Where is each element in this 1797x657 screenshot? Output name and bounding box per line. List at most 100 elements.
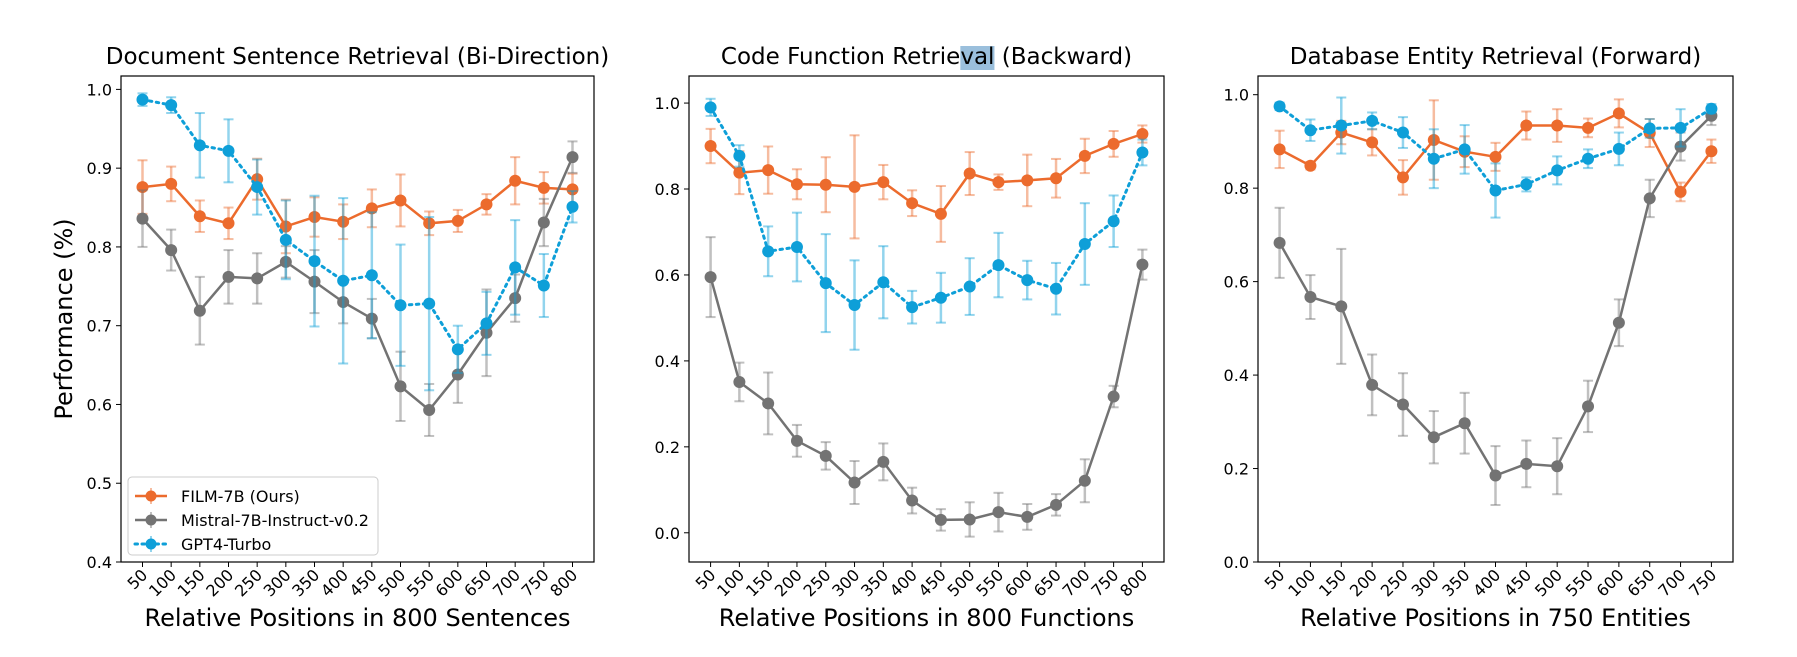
x-tick-label: 400: [1469, 565, 1504, 600]
series-line: [709, 132, 1143, 216]
x-tick-label: 350: [857, 565, 892, 600]
data-point: [1551, 460, 1564, 473]
data-point: [790, 178, 803, 191]
x-tick-label: 250: [231, 565, 266, 600]
y-tick-label: 0.9: [87, 159, 112, 178]
data-point: [1643, 122, 1656, 135]
y-tick-label: 0.2: [1224, 460, 1249, 479]
legend-item: FILM-7B (Ours): [135, 487, 300, 506]
data-point: [1107, 137, 1120, 150]
x-tick-label: 150: [1315, 565, 1350, 600]
x-tick-label: 750: [1087, 565, 1122, 600]
data-point: [1136, 146, 1149, 159]
y-tick-label: 0.6: [87, 395, 112, 414]
series-line: [709, 105, 1144, 309]
x-tick-label: 600: [1001, 565, 1036, 600]
legend-marker: [145, 514, 157, 526]
data-point: [509, 292, 522, 305]
y-tick-label: 0.5: [87, 474, 112, 493]
data-point: [819, 277, 832, 290]
series-line: [142, 176, 573, 228]
data-point: [1396, 126, 1409, 139]
data-point: [1582, 121, 1595, 134]
y-tick-label: 0.6: [655, 266, 680, 285]
data-point: [308, 275, 321, 288]
x-tick-label: 100: [713, 565, 748, 600]
data-point: [337, 274, 350, 287]
data-point: [790, 241, 803, 254]
data-point: [251, 272, 264, 285]
x-tick-label: 200: [1346, 565, 1381, 600]
data-point: [934, 513, 947, 526]
data-point: [1273, 143, 1286, 156]
x-tick-label: 250: [1377, 565, 1412, 600]
data-point: [1551, 164, 1564, 177]
data-point: [279, 220, 292, 233]
x-tick-label: 300: [828, 565, 863, 600]
y-tick-label: 0.8: [1224, 179, 1249, 198]
series-gpt4-turbo: [136, 92, 579, 392]
data-point: [394, 380, 407, 393]
data-point: [762, 245, 775, 258]
y-tick-label: 0.8: [655, 180, 680, 199]
data-point: [906, 301, 919, 314]
x-tick-label: 700: [1654, 565, 1689, 600]
x-tick-label: 350: [1438, 565, 1473, 600]
x-tick-label: 700: [1059, 565, 1094, 600]
y-tick-label: 0.4: [1224, 366, 1249, 385]
data-point: [423, 217, 436, 230]
subplot-3: Database Entity Retrieval (Forward) 0.0 0.…: [1224, 44, 1734, 632]
x-tick-label: 100: [1284, 565, 1319, 600]
data-point: [1612, 107, 1625, 120]
data-point: [963, 167, 976, 180]
data-point: [251, 181, 264, 194]
axes-frame: [688, 75, 1165, 563]
data-point: [308, 210, 321, 223]
y-tick-label: 0.8: [87, 238, 112, 257]
data-point: [1304, 159, 1317, 172]
legend-label: GPT4-Turbo: [181, 535, 271, 554]
x-tick-label: 300: [260, 565, 295, 600]
subplot-title: Document Sentence Retrieval (Bi-Directio…: [106, 44, 609, 70]
x-tick-label: 250: [800, 565, 835, 600]
title-part: (Backward): [994, 44, 1132, 70]
data-point: [394, 299, 407, 312]
x-tick-label: 550: [403, 565, 438, 600]
data-point: [1520, 178, 1533, 191]
series-gpt4-turbo: [1273, 96, 1718, 219]
data-point: [1107, 390, 1120, 403]
data-point: [848, 180, 861, 193]
data-point: [222, 270, 235, 283]
series-gpt4-turbo: [704, 97, 1149, 351]
data-point: [165, 244, 178, 257]
data-point: [762, 164, 775, 177]
data-point: [1021, 510, 1034, 523]
data-point: [480, 317, 493, 330]
data-point: [1427, 152, 1440, 165]
x-tick-label: 650: [460, 565, 495, 600]
data-point: [704, 101, 717, 114]
data-point: [279, 255, 292, 268]
x-axis-label: Relative Positions in 800 Sentences: [145, 604, 571, 632]
data-point: [193, 210, 206, 223]
data-point: [1705, 102, 1718, 115]
data-point: [790, 434, 803, 447]
y-tick-label: 0.4: [655, 352, 680, 371]
legend-box: [127, 476, 379, 556]
series-film-7b-ours-: [704, 124, 1149, 243]
x-tick-label: 800: [546, 565, 581, 600]
legend-label: FILM-7B (Ours): [181, 487, 300, 506]
data-point: [848, 299, 861, 312]
data-point: [566, 183, 579, 196]
data-point: [1107, 215, 1120, 228]
series-line: [141, 98, 574, 352]
data-point: [136, 181, 149, 194]
data-point: [308, 255, 321, 268]
x-tick-label: 550: [1562, 565, 1597, 600]
y-tick-label: 1.0: [655, 94, 680, 113]
x-tick-label: 500: [1531, 565, 1566, 600]
y-tick-label: 0.2: [655, 438, 680, 457]
x-tick-label: 550: [972, 565, 1007, 600]
text-selection-highlight: [960, 46, 995, 70]
data-point: [906, 494, 919, 507]
